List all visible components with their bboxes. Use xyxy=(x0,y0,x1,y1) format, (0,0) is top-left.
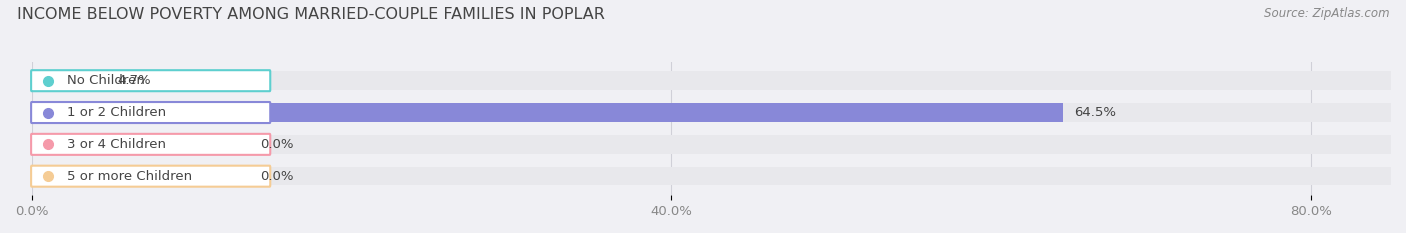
FancyBboxPatch shape xyxy=(31,102,270,123)
FancyBboxPatch shape xyxy=(31,134,270,155)
FancyBboxPatch shape xyxy=(31,166,270,187)
Bar xyxy=(32,167,1391,185)
Text: 64.5%: 64.5% xyxy=(1074,106,1116,119)
Text: 4.7%: 4.7% xyxy=(118,74,152,87)
Text: 0.0%: 0.0% xyxy=(260,138,294,151)
Bar xyxy=(32,103,1063,122)
FancyBboxPatch shape xyxy=(31,70,270,91)
Text: Source: ZipAtlas.com: Source: ZipAtlas.com xyxy=(1264,7,1389,20)
Bar xyxy=(32,135,1391,154)
Text: No Children: No Children xyxy=(67,74,145,87)
Text: 0.0%: 0.0% xyxy=(260,170,294,183)
Bar xyxy=(32,103,1391,122)
Text: 5 or more Children: 5 or more Children xyxy=(67,170,193,183)
Text: 1 or 2 Children: 1 or 2 Children xyxy=(67,106,166,119)
Bar xyxy=(32,72,1391,90)
Text: 3 or 4 Children: 3 or 4 Children xyxy=(67,138,166,151)
Text: INCOME BELOW POVERTY AMONG MARRIED-COUPLE FAMILIES IN POPLAR: INCOME BELOW POVERTY AMONG MARRIED-COUPL… xyxy=(17,7,605,22)
Bar xyxy=(32,135,249,154)
Bar xyxy=(32,167,249,185)
Bar xyxy=(32,72,107,90)
